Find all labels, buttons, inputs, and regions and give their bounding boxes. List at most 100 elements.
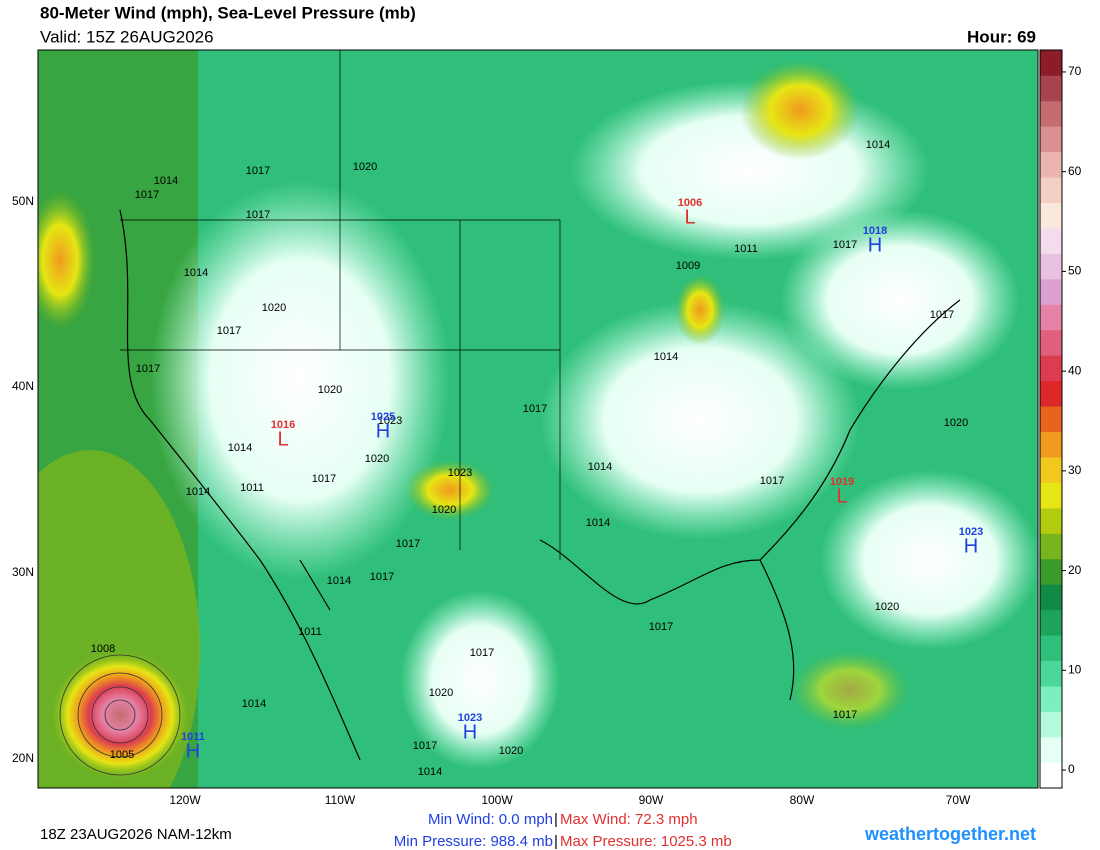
isobar-label: 1008 [91,643,115,655]
site-link[interactable]: weathertogether.net [864,824,1036,844]
isobar-label: 1017 [930,309,954,321]
colorbar-tick-label: 70 [1068,64,1082,78]
separator: | [554,833,558,850]
isobar-label: 1020 [429,687,453,699]
isobar-label: 1011 [734,243,758,255]
max-wind: Max Wind: 72.3 mph [560,811,698,828]
max-pressure: Max Pressure: 1025.3 mb [560,833,732,850]
colorbar-band [1040,635,1062,662]
isobar-label: 1014 [184,267,208,279]
colorbar-band [1040,75,1062,102]
lon-label: 110W [325,793,356,807]
isobar-label: 1020 [944,417,968,429]
colorbar-tick-label: 50 [1068,264,1082,278]
colorbar-band [1040,482,1062,509]
isobar-label: 1020 [353,161,377,173]
pressure-center-value: 1025 [371,411,395,423]
isobar-label: 1017 [246,209,270,221]
colorbar-band [1040,584,1062,611]
pressure-center-letter: L [277,428,288,450]
colorbar-band [1040,762,1062,789]
colorbar-band [1040,533,1062,560]
colorbar-band [1040,228,1062,254]
isobar-label: 1011 [240,482,264,494]
colorbar-tick-label: 0 [1068,762,1075,776]
colorbar: 0 10 20 30 40 50 60 70 [1039,49,1082,789]
colorbar-band [1040,151,1062,178]
pressure-center-letter: L [684,206,695,228]
min-wind: Min Wind: 0.0 mph [428,811,553,828]
colorbar-band [1040,177,1062,203]
colorbar-band [1040,457,1062,483]
colorbar-band [1040,126,1062,153]
colorbar-band [1040,508,1062,534]
isobar-label: 1005 [110,749,134,761]
title: 80-Meter Wind (mph), Sea-Level Pressure … [40,3,416,22]
pressure-center-value: 1018 [863,225,887,237]
colorbar-band [1040,100,1062,127]
pressure-center-value: 1016 [271,419,295,431]
colorbar-band [1040,329,1062,356]
pressure-center-letter: L [836,485,847,507]
colorbar-band [1040,202,1062,229]
isobar-label: 1017 [760,475,784,487]
isobar-label: 1014 [228,442,252,454]
pressure-center-value: 1023 [458,712,482,724]
map-frame [37,49,1039,789]
pressure-center-value: 1006 [678,197,702,209]
colorbar-tick-label: 40 [1068,363,1082,377]
isobar-label: 1017 [136,363,160,375]
colorbar-band [1040,737,1062,763]
isobar-label: 1017 [217,325,241,337]
isobar-label: 1023 [448,467,472,479]
lat-label: 30N [12,565,34,579]
colorbar-band [1040,686,1062,712]
lat-label: 40N [12,379,34,393]
min-pressure: Min Pressure: 988.4 mb [394,833,553,850]
isobar-label: 1017 [649,621,673,633]
pressure-center-letter: H [186,740,200,762]
isobar-label: 1017 [833,709,857,721]
lon-label: 90W [639,793,664,807]
colorbar-tick-label: 10 [1068,662,1082,676]
colorbar-tick-label: 60 [1068,164,1082,178]
colorbar-band [1040,660,1062,687]
colorbar-band [1040,406,1062,433]
isobar-label: 1017 [246,165,270,177]
isobar-label: 1017 [396,538,420,550]
isobar-label: 1020 [499,745,523,757]
pressure-center-letter: H [868,234,882,256]
isobar-label: 1014 [588,461,612,473]
colorbar-tick-label: 30 [1068,463,1082,477]
colorbar-tick-label: 20 [1068,563,1082,577]
isobar-label: 1020 [875,601,899,613]
pressure-center-value: 1023 [959,526,983,538]
isobar-label: 1014 [586,517,610,529]
isobar-label: 1014 [242,698,266,710]
colorbar-band [1040,711,1062,738]
forecast-hour: Hour: 69 [967,27,1036,46]
lat-label: 50N [12,194,34,208]
colorbar-band [1040,558,1062,585]
isobar-label: 1014 [418,766,442,778]
colorbar-band [1040,431,1062,458]
valid-time: Valid: 15Z 26AUG2026 [40,27,214,46]
isobar-label: 1014 [186,486,210,498]
model-run: 18Z 23AUG2026 NAM-12km [40,826,232,843]
lon-label: 120W [169,793,201,807]
colorbar-band [1040,609,1062,636]
pressure-center-letter: H [964,535,978,557]
lat-label: 20N [12,751,34,765]
isobar-label: 1017 [312,473,336,485]
isobar-label: 1011 [298,626,322,638]
isobar-label: 1017 [523,403,547,415]
isobar-label: 1014 [327,575,351,587]
colorbar-band [1040,380,1062,407]
isobar-label: 1017 [135,189,159,201]
pressure-center-value: 1019 [830,476,854,488]
pressure-center-letter: H [376,420,390,442]
separator: | [554,811,558,828]
colorbar-band [1040,253,1062,280]
pressure-center-value: 1011 [181,731,205,743]
